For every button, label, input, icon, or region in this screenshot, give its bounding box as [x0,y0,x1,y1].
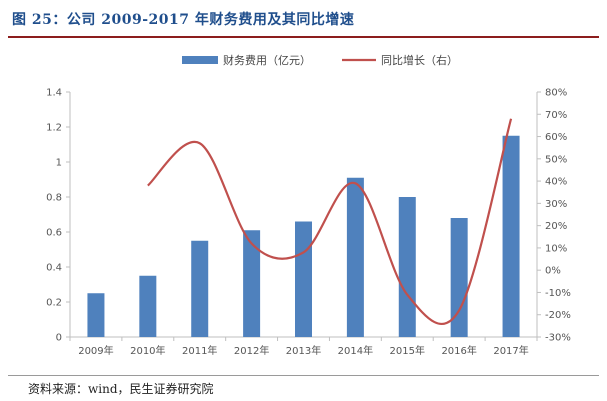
legend-label-bar: 财务费用（亿元） [223,53,311,67]
x-tick-label: 2014年 [338,344,373,357]
right-tick-label: 70% [545,110,567,121]
right-tick-label: 80% [545,88,567,99]
bar [450,218,468,337]
right-tick-label: 10% [545,243,567,254]
left-tick-label: 0.8 [46,193,62,204]
x-tick-label: 2013年 [286,344,321,357]
bar [139,275,157,337]
legend-swatch-bar [182,56,218,64]
right-tick-label: 30% [545,199,567,210]
left-tick-label: 0.6 [46,228,62,239]
x-tick-label: 2017年 [493,344,528,357]
x-tick-label: 2012年 [234,344,269,357]
right-tick-label: -20% [545,310,571,321]
left-tick-label: 1.4 [46,88,62,99]
bar [191,240,209,337]
growth-line [147,118,513,325]
right-tick-label: -10% [545,288,571,299]
right-tick-label: 50% [545,154,567,165]
left-tick-label: 0.4 [46,263,62,274]
x-tick-label: 2011年 [182,344,217,357]
bar [502,135,520,337]
x-tick-label: 2010年 [130,344,165,357]
left-tick-label: 0.2 [46,298,62,309]
source-note: 资料来源：wind，民生证券研究院 [28,382,214,396]
right-tick-label: 0% [545,266,561,277]
x-tick-label: 2016年 [441,344,476,357]
title-divider [8,36,599,38]
x-tick-label: 2015年 [390,344,425,357]
x-tick-label: 2009年 [78,344,113,357]
footer-divider [8,375,599,376]
bar [346,177,364,337]
left-tick-label: 1.2 [46,123,62,134]
right-tick-label: 20% [545,221,567,232]
bar [295,221,312,337]
finance-expense-chart: 0 0.2 0.4 0.6 0.8 1 1.2 1.4 -30% -20% -10% 0% 10% 20%… [46,53,571,357]
right-tick-label: 40% [545,177,567,188]
legend-label-line: 同比增长（右） [381,53,458,67]
bar [87,293,105,337]
chart-title: 图 25：公司 2009-2017 年财务费用及其同比增速 [12,12,355,28]
bar [398,197,416,337]
left-tick-label: 0 [56,333,62,344]
right-tick-label: 60% [545,132,567,143]
bar [243,230,261,337]
left-tick-label: 1 [56,158,62,169]
right-tick-label: -30% [545,333,571,344]
